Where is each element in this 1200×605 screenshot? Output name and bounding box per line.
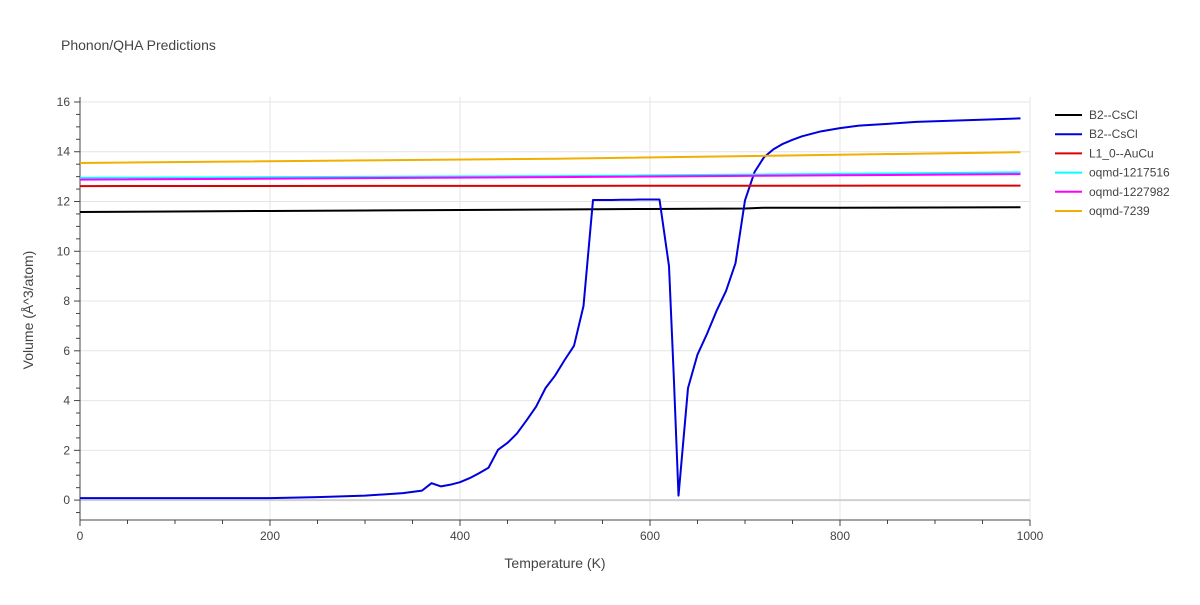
legend-label: B2--CsCl [1089, 108, 1138, 122]
x-tick-label: 800 [830, 529, 850, 543]
x-tick-label: 0 [77, 529, 84, 543]
legend-item[interactable]: B2--CsCl [1055, 108, 1138, 122]
y-tick-label: 8 [63, 294, 70, 308]
x-axis-title: Temperature (K) [504, 555, 605, 571]
y-tick-label: 10 [57, 244, 71, 258]
chart-title: Phonon/QHA Predictions [61, 37, 216, 53]
series-line-3 [79, 184, 1021, 188]
y-tick-label: 4 [63, 394, 70, 408]
x-tick-label: 600 [640, 529, 660, 543]
x-tick-label: 200 [260, 529, 280, 543]
series-lines [79, 117, 1021, 500]
y-tick-label: 2 [63, 443, 70, 457]
axes: 0 200 400 600 800 1000 0 2 4 6 8 10 12 14 16 [57, 95, 1044, 543]
y-tick-label: 6 [63, 344, 70, 358]
legend-label: oqmd-1227982 [1089, 185, 1170, 199]
legend-item[interactable]: oqmd-1217516 [1055, 166, 1170, 180]
series-line-2 [80, 117, 1021, 500]
x-tick-label: 1000 [1017, 529, 1044, 543]
grid-lines [80, 97, 1031, 520]
legend-item[interactable]: L1_0--AuCu [1055, 146, 1154, 160]
series-line-1 [79, 206, 1021, 213]
legend: B2--CsCl B2--CsCl L1_0--AuCu oqmd-1217516 oq… [1055, 108, 1170, 218]
legend-label: L1_0--AuCu [1089, 146, 1154, 160]
legend-item[interactable]: oqmd-1227982 [1055, 185, 1170, 199]
legend-label: oqmd-1217516 [1089, 166, 1170, 180]
y-tick-label: 0 [63, 493, 70, 507]
series-line-6 [79, 151, 1021, 164]
y-tick-label: 12 [57, 195, 71, 209]
legend-item[interactable]: B2--CsCl [1055, 127, 1138, 141]
y-tick-label: 16 [57, 95, 71, 109]
y-axis-title: Volume (Å^3/atom) [20, 251, 36, 370]
x-tick-label: 400 [450, 529, 470, 543]
legend-item[interactable]: oqmd-7239 [1055, 204, 1150, 218]
legend-label: B2--CsCl [1089, 127, 1138, 141]
series-line-5 [79, 173, 1021, 181]
legend-label: oqmd-7239 [1089, 204, 1150, 218]
y-tick-label: 14 [57, 145, 71, 159]
